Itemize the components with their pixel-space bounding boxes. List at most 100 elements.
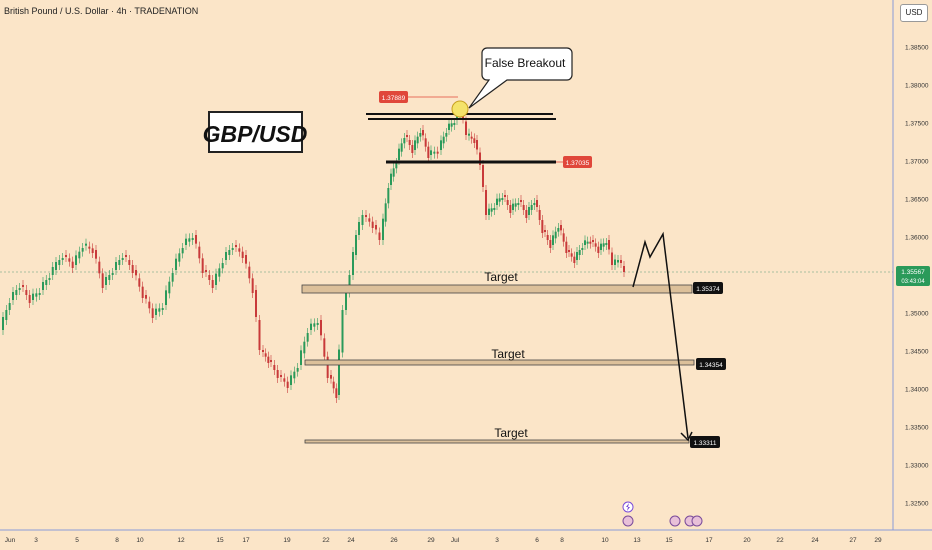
candle: [496, 198, 498, 205]
candle: [48, 278, 51, 280]
candle: [323, 338, 326, 357]
x-tick-label: 10: [601, 537, 609, 544]
candle: [55, 262, 57, 270]
candle: [245, 255, 247, 264]
candle: [267, 356, 270, 363]
candle: [361, 215, 364, 225]
currency-button[interactable]: USD: [900, 4, 928, 22]
candle: [562, 233, 565, 242]
candle: [414, 140, 416, 150]
us-flag-icon[interactable]: [691, 515, 703, 527]
candle: [358, 222, 360, 235]
candle: [8, 303, 11, 310]
candle: [473, 138, 476, 143]
candle: [605, 243, 608, 245]
candle: [623, 266, 625, 272]
candle: [387, 188, 390, 204]
lightning-event-icon[interactable]: [622, 501, 634, 513]
candle: [355, 235, 357, 255]
candle: [273, 365, 276, 370]
candle: [514, 203, 517, 207]
candle: [408, 140, 411, 145]
candle: [436, 151, 439, 154]
candle: [306, 333, 309, 342]
candle: [201, 258, 204, 273]
candle: [178, 253, 181, 262]
candle: [419, 133, 422, 137]
candle: [18, 288, 21, 290]
candle: [608, 240, 610, 250]
candle: [614, 259, 616, 265]
candle: [427, 146, 430, 158]
candle: [490, 208, 493, 212]
candle: [470, 136, 473, 139]
candle: [218, 268, 221, 277]
x-tick-label: 6: [535, 537, 539, 544]
candle: [313, 323, 316, 327]
candle: [293, 371, 296, 379]
candle: [316, 323, 319, 325]
candle: [258, 320, 261, 350]
y-tick-label: 1.36500: [905, 197, 929, 204]
candle: [365, 215, 367, 217]
candle: [611, 252, 613, 265]
candle: [468, 133, 470, 136]
y-tick-label: 1.33500: [905, 425, 929, 432]
candle: [465, 121, 467, 135]
candle: [208, 275, 211, 280]
candle: [270, 360, 272, 362]
x-tick-label: 29: [874, 537, 882, 544]
y-tick-label: 1.34000: [905, 387, 929, 394]
candle: [411, 145, 414, 153]
candle: [42, 282, 44, 290]
candle: [352, 252, 354, 275]
candle: [161, 308, 164, 310]
candle: [586, 241, 589, 244]
candle: [111, 273, 114, 275]
candle: [215, 273, 217, 285]
candle: [544, 230, 546, 232]
candle: [35, 293, 38, 297]
candle: [330, 375, 332, 379]
candle: [584, 240, 586, 245]
candle: [348, 275, 351, 293]
candle: [552, 235, 554, 245]
us-flag-icon[interactable]: [669, 515, 681, 527]
pair-label: GBP/USD: [203, 121, 308, 147]
candle: [286, 381, 289, 388]
candle: [128, 260, 131, 265]
candle: [51, 267, 54, 275]
x-tick-label: 29: [427, 537, 435, 544]
x-tick-label: 3: [34, 537, 38, 544]
candle: [594, 243, 597, 247]
candle: [155, 308, 157, 315]
candle: [528, 207, 530, 215]
candle: [424, 138, 427, 147]
projection-path: [632, 231, 689, 439]
candle: [211, 280, 214, 288]
candle: [520, 200, 522, 202]
y-tick-label: 1.38500: [905, 45, 929, 52]
candle: [15, 290, 18, 295]
candle: [512, 203, 514, 210]
candle: [225, 252, 227, 260]
x-tick-label: 17: [242, 537, 250, 544]
candle: [81, 248, 84, 252]
candle: [135, 270, 137, 276]
candle: [338, 349, 340, 395]
candle: [221, 263, 224, 269]
candle: [573, 256, 576, 263]
candle: [570, 253, 573, 257]
us-flag-icon[interactable]: [622, 515, 634, 527]
x-tick-label: 15: [665, 537, 673, 544]
candle: [95, 250, 97, 259]
candle: [188, 238, 191, 242]
x-tick-label: 22: [776, 537, 784, 544]
candle: [557, 228, 560, 232]
candle: [235, 245, 237, 247]
candle: [488, 208, 490, 215]
candle: [148, 301, 151, 309]
candle: [255, 290, 257, 317]
candle: [390, 173, 392, 185]
